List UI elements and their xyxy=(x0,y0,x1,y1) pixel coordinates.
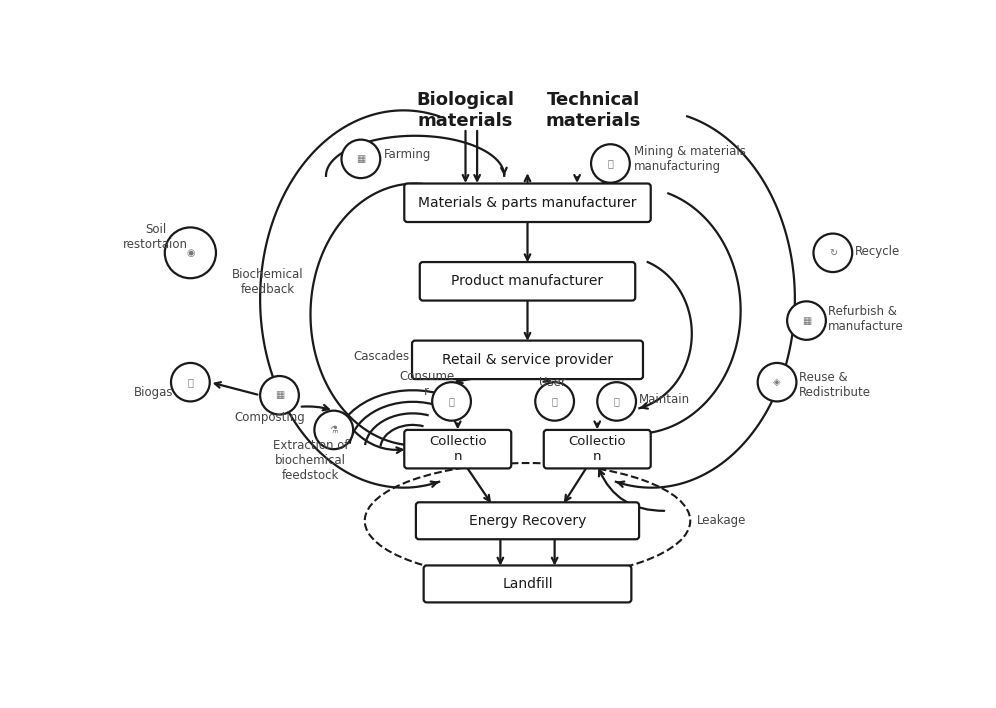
Text: Collectio
n: Collectio n xyxy=(569,435,626,463)
FancyBboxPatch shape xyxy=(412,341,643,379)
Circle shape xyxy=(260,376,299,414)
Text: Retail & service provider: Retail & service provider xyxy=(442,353,613,367)
Text: Cascades: Cascades xyxy=(354,350,410,363)
Text: Composting: Composting xyxy=(235,411,306,424)
Text: 👤: 👤 xyxy=(552,396,558,406)
Text: Recycle: Recycle xyxy=(855,245,899,258)
Text: Biogas: Biogas xyxy=(134,387,173,399)
Text: Leakage: Leakage xyxy=(696,514,746,527)
Text: Landfill: Landfill xyxy=(502,577,553,591)
FancyBboxPatch shape xyxy=(419,262,635,301)
Text: User: User xyxy=(539,376,566,389)
FancyBboxPatch shape xyxy=(416,502,639,539)
Circle shape xyxy=(591,144,629,183)
Text: ⚗: ⚗ xyxy=(330,425,338,435)
Text: Consume
r: Consume r xyxy=(399,370,454,398)
Text: Extraction of
biochemical
feedstock: Extraction of biochemical feedstock xyxy=(273,439,349,482)
Text: ◈: ◈ xyxy=(773,377,781,387)
Circle shape xyxy=(598,382,636,421)
Circle shape xyxy=(342,139,380,178)
Text: Biological
materials: Biological materials xyxy=(416,91,515,130)
Text: Materials & parts manufacturer: Materials & parts manufacturer xyxy=(418,196,636,210)
Text: Product manufacturer: Product manufacturer xyxy=(451,274,604,288)
Text: 👤: 👤 xyxy=(448,396,454,406)
Circle shape xyxy=(432,382,471,421)
Circle shape xyxy=(814,234,853,272)
Text: ▦: ▦ xyxy=(802,316,811,326)
Circle shape xyxy=(315,411,354,449)
Text: ▦: ▦ xyxy=(275,390,284,400)
Text: Collectio
n: Collectio n xyxy=(429,435,487,463)
FancyBboxPatch shape xyxy=(404,430,511,469)
Text: 🔥: 🔥 xyxy=(187,377,193,387)
Circle shape xyxy=(535,382,574,421)
Text: Technical
materials: Technical materials xyxy=(546,91,641,130)
Text: Energy Recovery: Energy Recovery xyxy=(469,514,587,527)
Circle shape xyxy=(171,363,210,401)
Text: Farming: Farming xyxy=(384,148,431,161)
Text: Biochemical
feedback: Biochemical feedback xyxy=(232,268,304,296)
Circle shape xyxy=(164,227,216,278)
Text: ◉: ◉ xyxy=(186,248,194,258)
Text: 🔧: 🔧 xyxy=(614,396,620,406)
Circle shape xyxy=(787,302,826,340)
Text: Mining & materials
manufacturing: Mining & materials manufacturing xyxy=(633,145,746,173)
Text: Reuse &
Redistribute: Reuse & Redistribute xyxy=(799,371,871,399)
Text: ↻: ↻ xyxy=(829,248,837,258)
FancyBboxPatch shape xyxy=(544,430,650,469)
FancyBboxPatch shape xyxy=(404,183,650,222)
Text: ⛏: ⛏ xyxy=(608,159,614,169)
Text: ▦: ▦ xyxy=(357,154,366,164)
Text: Soil
restortaion: Soil restortaion xyxy=(123,224,188,251)
FancyBboxPatch shape xyxy=(423,566,631,603)
Text: Maintain: Maintain xyxy=(639,393,690,406)
Circle shape xyxy=(758,363,797,401)
Text: Refurbish &
manufacture: Refurbish & manufacture xyxy=(829,305,904,333)
